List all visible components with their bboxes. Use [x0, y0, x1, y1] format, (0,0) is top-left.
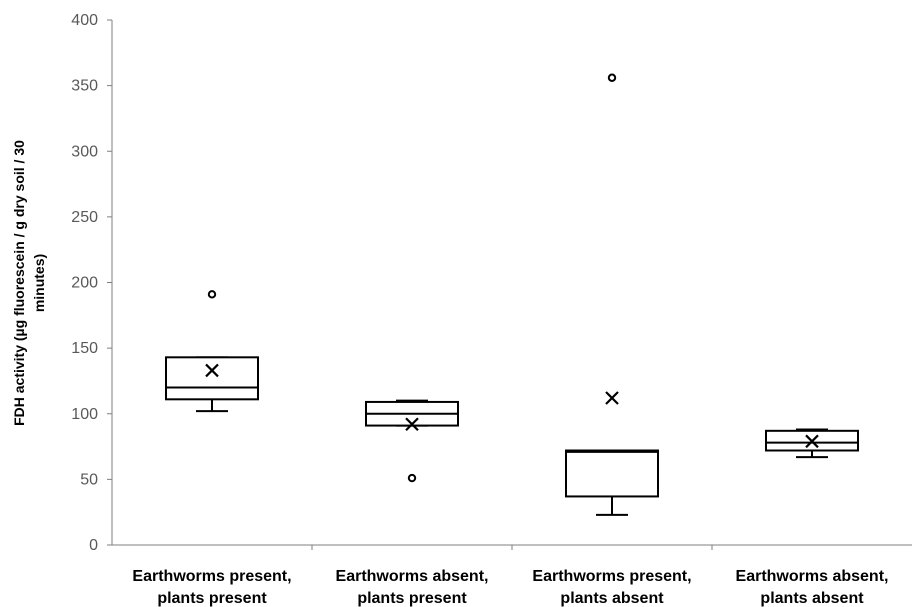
y-tick-label: 250: [71, 209, 98, 226]
outlier-point: [407, 473, 417, 483]
mean-marker-stroke: [805, 434, 819, 449]
outlier-point: [207, 290, 217, 299]
mean-marker-stroke: [205, 363, 219, 378]
y-tick-label: 200: [71, 275, 98, 292]
y-tick-label: 400: [71, 12, 98, 29]
mean-marker: [405, 417, 419, 432]
mean-marker: [805, 434, 819, 449]
y-tick-label: 0: [89, 537, 98, 554]
y-axis-title-line-2: minutes): [31, 254, 47, 312]
x-category-label: plants present: [157, 590, 267, 607]
y-axis-title-line-1: FDH activity (µg fluorescein / g dry soi…: [11, 140, 27, 426]
y-tick-label: 350: [71, 78, 98, 95]
mean-marker: [605, 391, 619, 405]
x-category-label: Earthworms present,: [532, 568, 691, 585]
x-category-label: Earthworms absent,: [336, 568, 489, 585]
mean-marker: [205, 363, 219, 378]
box-iqr: [565, 449, 659, 498]
y-tick-label: 50: [80, 471, 98, 488]
outlier-point: [607, 73, 617, 82]
x-category-label: Earthworms present,: [132, 568, 291, 585]
box-iqr: [165, 356, 259, 401]
mean-marker-stroke: [605, 391, 619, 405]
mean-marker-stroke: [405, 417, 419, 432]
x-category-label: plants present: [357, 590, 467, 607]
y-axis-title: FDH activity (µg fluorescein / g dry soi…: [11, 140, 47, 426]
y-tick-label: 150: [71, 340, 98, 357]
x-category-label: plants absent: [560, 590, 664, 607]
x-category-label: plants absent: [760, 590, 864, 607]
y-tick-label: 100: [71, 406, 98, 423]
y-tick-label: 300: [71, 143, 98, 160]
x-category-label: Earthworms absent,: [736, 568, 889, 585]
